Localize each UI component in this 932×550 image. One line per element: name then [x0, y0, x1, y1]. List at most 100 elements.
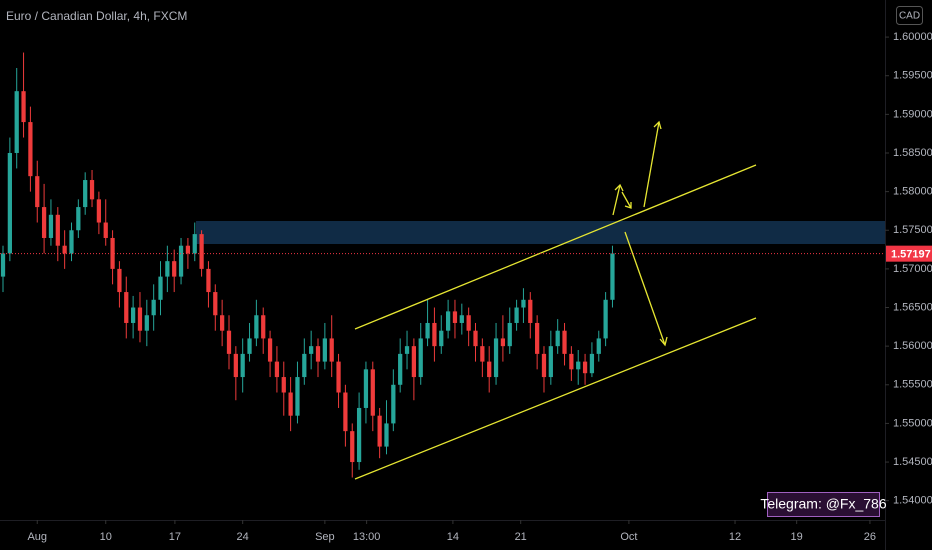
- candle-body: [130, 307, 136, 323]
- candle-body: [541, 353, 547, 378]
- candle-body: [295, 377, 300, 416]
- candle-body: [103, 222, 108, 238]
- y-tick-label: 1.57500: [893, 224, 932, 236]
- currency: CAD: [899, 11, 920, 22]
- plot-area: [0, 52, 885, 478]
- candle-body: [582, 361, 588, 374]
- candle-body: [35, 176, 40, 208]
- candle-body: [110, 237, 115, 269]
- candle-body: [562, 330, 567, 354]
- candle-body: [459, 315, 464, 323]
- x-tick-label: 13:00: [353, 531, 381, 543]
- candle-body: [425, 322, 430, 339]
- x-tick-label: Sep: [315, 531, 335, 543]
- candle-body: [220, 315, 225, 331]
- candle-body: [445, 311, 451, 331]
- candle-body: [487, 361, 492, 378]
- arrow-head: [624, 202, 632, 209]
- channel-lower: [354, 317, 757, 480]
- candle-body: [439, 330, 444, 347]
- candle-body: [206, 268, 211, 293]
- candle-body: [69, 230, 74, 254]
- candle-body: [411, 346, 416, 378]
- candle-body: [391, 384, 396, 424]
- candle-body: [144, 315, 149, 331]
- candle-body: [158, 276, 163, 300]
- y-tick-label: 1.54000: [893, 495, 932, 507]
- candle-body: [48, 214, 54, 238]
- candle-body: [185, 245, 191, 254]
- candle-body: [274, 361, 280, 378]
- currency-box[interactable]: [896, 6, 923, 25]
- candle-body: [165, 261, 170, 277]
- candle-body: [240, 353, 245, 378]
- x-tick-label: Oct: [620, 531, 637, 543]
- resistance-zone: [196, 221, 885, 244]
- candle-body: [480, 346, 485, 362]
- x-tick-label: 26: [864, 531, 876, 543]
- candle-body: [137, 307, 143, 331]
- candle-body: [41, 207, 47, 238]
- candle-body: [589, 353, 595, 374]
- watermark: Telegram: @Fx_786: [760, 496, 886, 512]
- x-tick-label: 19: [791, 531, 803, 543]
- candle-body: [309, 346, 314, 354]
- candle-body: [178, 245, 184, 277]
- candle-body: [83, 180, 88, 208]
- arrow: [621, 191, 632, 209]
- y-tick-label: 1.54500: [893, 456, 932, 468]
- candle-body: [124, 292, 129, 323]
- candle-body: [151, 299, 156, 316]
- candle-body: [350, 431, 355, 463]
- channel-upper: [354, 164, 757, 330]
- candle-body: [21, 91, 26, 123]
- candle-body: [281, 377, 286, 393]
- candle-body: [535, 322, 540, 354]
- candle-body: [363, 369, 369, 408]
- candle-body: [302, 353, 307, 378]
- last-price-label: 1.57197: [891, 249, 931, 261]
- y-tick-label: 1.55500: [893, 379, 932, 391]
- candle-body: [172, 261, 177, 277]
- candle-body: [432, 322, 437, 347]
- candle-body: [514, 307, 519, 323]
- x-tick-label: 21: [515, 531, 527, 543]
- candle-body: [596, 338, 601, 354]
- candle-body: [603, 299, 608, 339]
- x-tick-label: 14: [447, 531, 459, 543]
- candle-body: [404, 346, 410, 354]
- candle-body: [62, 245, 67, 254]
- candle-body: [261, 315, 266, 339]
- arrow-head: [653, 120, 662, 130]
- candle-body: [384, 423, 389, 447]
- candle-body: [548, 346, 553, 378]
- candle-body: [555, 330, 560, 347]
- x-tick-label: 24: [237, 531, 249, 543]
- candle-body: [14, 91, 19, 153]
- candle-body: [7, 152, 12, 254]
- last-price-box: [886, 245, 932, 262]
- candle-body: [329, 338, 334, 362]
- candle-body: [0, 253, 6, 277]
- arrow-head: [614, 183, 624, 192]
- candle-body: [55, 214, 60, 246]
- candle-body: [89, 180, 95, 200]
- candle-body: [507, 322, 512, 347]
- y-tick-label: 1.55000: [893, 417, 932, 429]
- candle-body: [315, 346, 321, 362]
- x-tick-label: 10: [100, 531, 112, 543]
- y-tick-label: 1.58500: [893, 147, 932, 159]
- y-tick-label: 1.60000: [893, 31, 932, 43]
- candle-body: [493, 338, 499, 378]
- candle-body: [213, 292, 218, 316]
- candle-body: [226, 330, 232, 354]
- y-tick-label: 1.59000: [893, 108, 932, 120]
- candle-body: [117, 268, 122, 293]
- y-tick-label: 1.57000: [893, 263, 932, 275]
- candle-body: [521, 299, 526, 308]
- y-tick-label: 1.58000: [893, 186, 932, 198]
- candle-body: [28, 122, 33, 177]
- watermark-box: [767, 492, 880, 517]
